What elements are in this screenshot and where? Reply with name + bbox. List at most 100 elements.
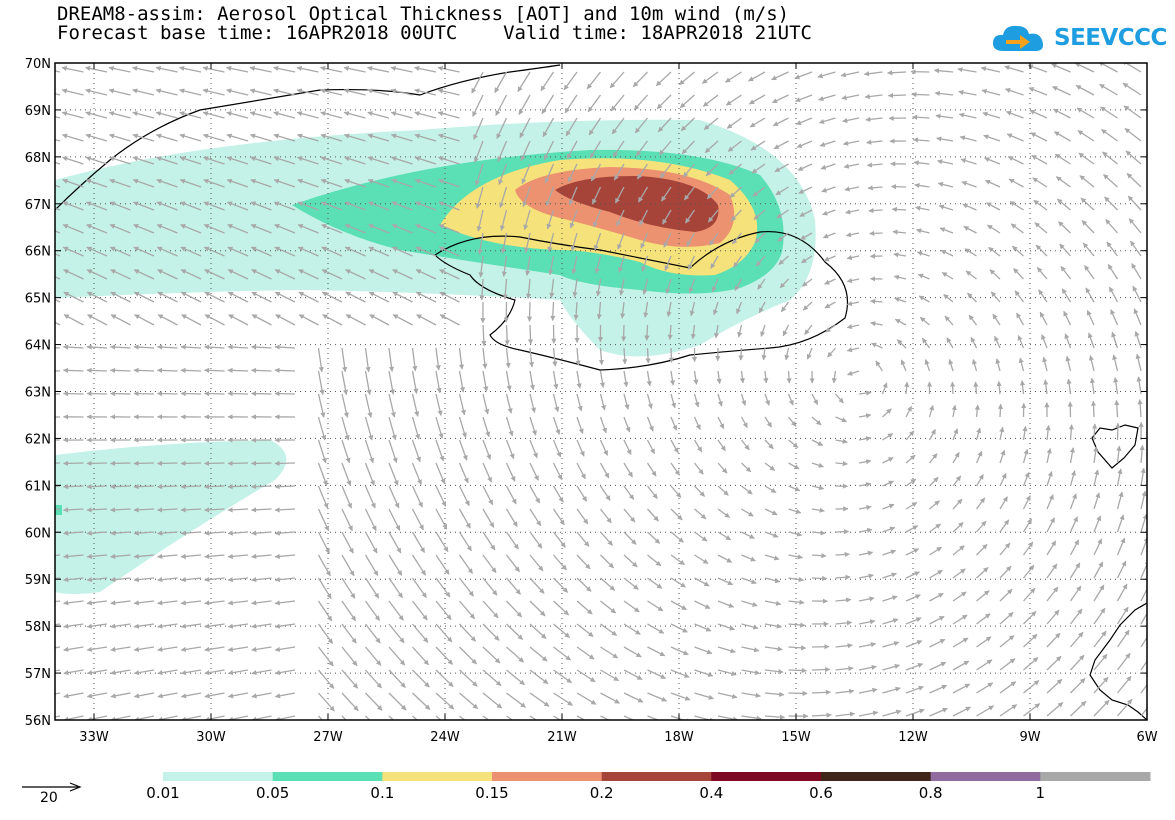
wind-arrow [1068,424,1074,441]
wind-arrow [882,526,896,533]
wind-arrow [983,134,1001,142]
wind-arrow [482,393,490,415]
wind-arrow [552,508,565,526]
wind-arrow [647,554,662,567]
wind-arrow [660,186,672,202]
wind-vectors [55,63,1147,720]
wind-arrow [1058,221,1071,234]
wind-arrow [526,301,533,322]
wind-arrow [251,553,272,559]
wind-arrow [438,156,460,165]
wind-arrow [1069,493,1077,510]
wind-arrow [1093,607,1106,625]
wind-arrow [506,692,526,708]
wind-arrow [506,623,524,640]
wind-arrow [275,314,296,326]
wind-arrow [882,433,894,441]
wind-arrow [367,88,390,96]
wind-arrow [618,255,625,273]
wind-arrow [811,666,831,673]
wind-arrow [471,71,484,94]
wind-arrow [976,520,987,533]
lat-label-61N: 61N [25,479,51,494]
wind-arrow [976,543,988,556]
wind-arrow [1013,268,1024,280]
wind-arrow [297,201,319,211]
wind-arrow [506,669,525,686]
wind-arrow [882,549,897,556]
wind-arrow [481,324,487,347]
wind-arrow [367,201,390,211]
wind-arrow [644,324,650,341]
wind-arrow [990,291,1001,303]
wind-arrow [764,646,783,652]
wind-arrow [1011,245,1024,257]
wind-arrow [1080,197,1095,211]
wind-arrow [891,206,907,212]
wind-arrow [811,416,822,426]
wind-arrow [341,600,357,622]
wind-arrow [1059,243,1071,257]
wind-arrow [226,178,249,188]
wind-arrow [647,508,659,522]
wind-arrow [86,460,108,466]
wind-arrow [623,600,640,613]
wind-arrow [882,572,897,579]
wind-arrow [155,133,178,142]
wind-arrow [388,508,401,531]
wind-arrow [858,664,877,671]
wind-arrow [576,692,597,705]
wind-arrow [1046,540,1057,556]
wind-arrow [321,269,343,280]
wind-arrow [788,485,801,492]
colorbar-swatch-1 [1040,772,1151,781]
wind-arrow [760,324,766,337]
wind-arrow [600,692,620,704]
wind-arrow [133,600,155,606]
wind-arrow [437,111,460,119]
wind-arrow [944,315,954,326]
wind-arrow [1065,355,1072,372]
wind-arrow [1106,241,1119,257]
wind-arrow [1075,84,1095,96]
wind-arrow [811,575,828,582]
wind-arrow [740,416,748,429]
wind-arrow [1076,107,1095,119]
wind-arrow [764,416,773,428]
wind-arrow [55,230,61,234]
wind-arrow [390,88,413,96]
wind-arrow [788,690,808,696]
wind-arrow [999,704,1018,717]
wind-arrow [274,224,296,234]
wind-arrow [646,370,652,387]
wind-arrow [156,484,178,490]
wind-arrow [552,485,564,503]
wind-arrow [1005,88,1024,96]
latitude-labels: 70N 69N 68N 67N 66N 65N 64N 63N 62N 61N 60N 59N 58N 5… [25,57,51,729]
wind-arrow [976,682,994,694]
wind-arrow [1006,133,1024,142]
wind-arrow [975,474,984,487]
wind-arrow [595,278,602,297]
wind-arrow [835,665,854,672]
wind-arrow [458,508,471,529]
wind-arrow [157,291,178,303]
wind-arrow [788,508,802,514]
wind-arrow [600,715,611,720]
wind-arrow [1069,516,1078,533]
wind-arrow [1033,199,1048,211]
wind-arrow [552,462,563,481]
wind-arrow [133,246,155,257]
wind-arrow [594,255,602,274]
wind-arrow [1117,698,1133,717]
wind-arrow [1070,654,1085,671]
wind-arrow [822,209,836,216]
wind-arrow [764,531,779,538]
wind-arrow [133,646,155,652]
wind-arrow [343,88,366,96]
wind-arrow [341,462,352,486]
wind-arrow [156,224,178,234]
wind-arrow [552,531,566,548]
wind-arrow [929,661,947,671]
wind-arrow [623,554,638,568]
